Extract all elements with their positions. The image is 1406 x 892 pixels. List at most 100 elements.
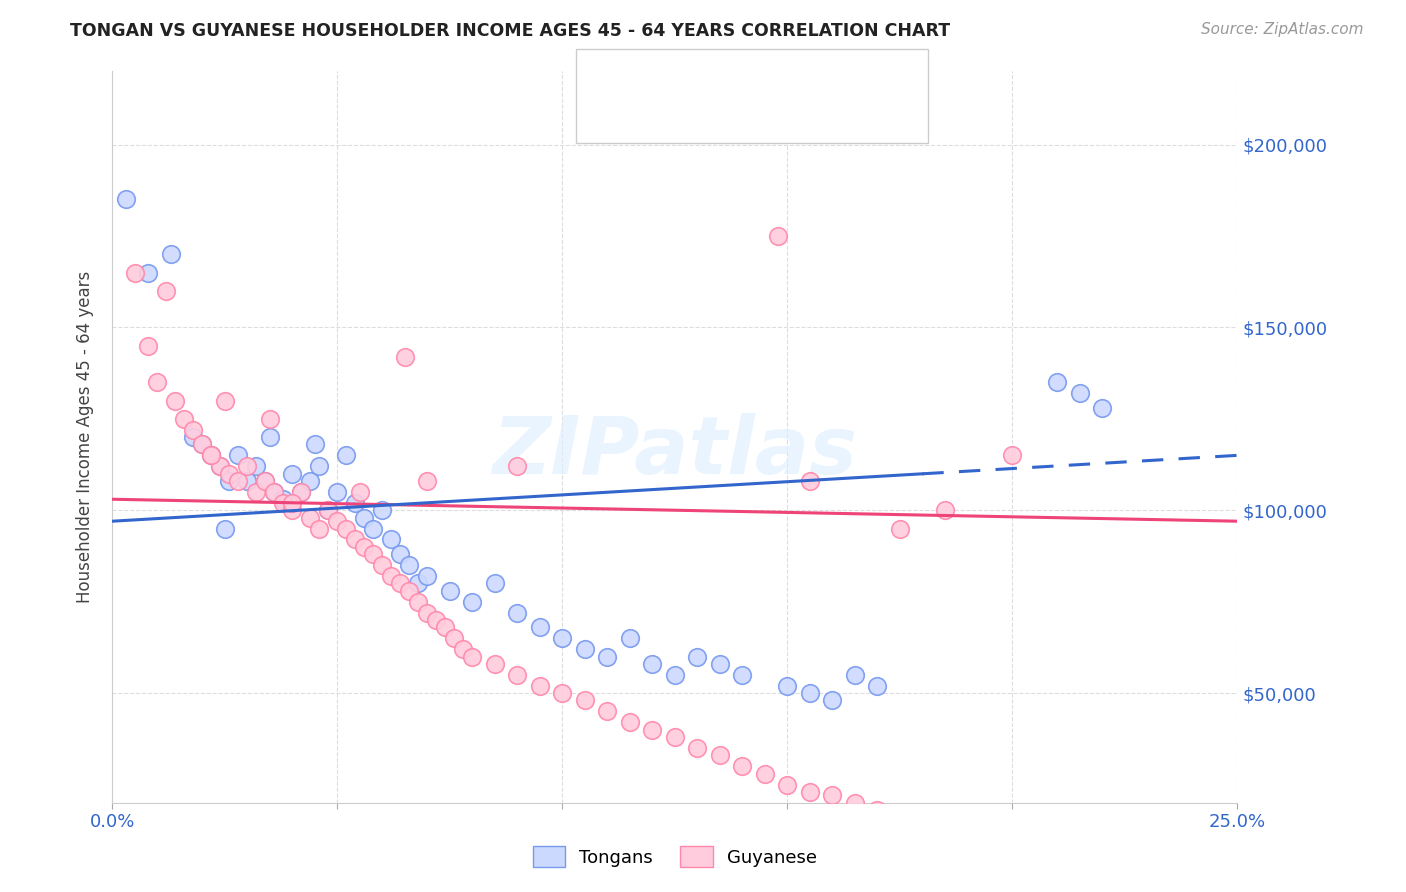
Point [228,474,250,488]
Point [619,715,641,730]
Point [245,484,267,499]
Point [394,350,416,364]
Point [1046,858,1069,872]
Text: Source: ZipAtlas.com: Source: ZipAtlas.com [1201,22,1364,37]
Point [1046,375,1069,389]
Point [434,620,457,634]
Point [506,459,529,474]
Point [799,686,821,700]
Point [408,576,430,591]
Point [443,632,465,646]
Point [1024,855,1046,869]
Point [979,847,1001,861]
Point [389,576,412,591]
Point [664,667,686,681]
Point [799,785,821,799]
Point [821,789,844,803]
Point [889,521,911,535]
Point [183,423,205,437]
Legend: Tongans, Guyanese: Tongans, Guyanese [526,839,824,874]
Point [363,521,385,535]
Point [344,496,367,510]
Point [371,503,394,517]
Point [165,393,187,408]
Point [389,547,412,561]
Point [1069,862,1091,876]
Point [263,484,285,499]
Point [138,266,160,280]
Point [866,803,889,817]
Point [228,448,250,462]
Point [254,474,277,488]
Point [308,459,330,474]
Point [596,705,619,719]
Point [124,266,146,280]
Point [259,411,281,425]
Point [1091,865,1114,880]
Text: ZIPatlas: ZIPatlas [492,413,858,491]
Point [263,484,285,499]
Text: R =: R = [643,62,688,79]
Point [551,686,574,700]
Point [416,606,439,620]
Point [641,657,664,671]
Point [453,642,475,657]
Point [709,748,731,763]
Point [214,393,236,408]
Point [506,606,529,620]
Point [254,474,277,488]
Point [619,632,641,646]
Point [273,492,295,507]
Point [439,583,461,598]
Point [299,510,322,524]
Point [290,484,312,499]
Point [934,503,956,517]
Point [731,759,754,773]
Point [664,730,686,744]
Point [281,496,304,510]
Point [821,693,844,707]
Point [353,540,375,554]
Point [160,247,183,261]
Point [574,693,596,707]
Point [209,459,232,474]
Point [484,576,506,591]
Point [200,448,222,462]
Point [218,467,240,481]
Text: R =: R = [643,103,682,121]
Point [326,484,349,499]
Point [731,667,754,681]
Point [214,521,236,535]
Point [371,558,394,573]
Point [304,437,326,451]
Point [686,649,709,664]
Point [934,832,956,847]
Point [889,814,911,828]
Text: 0.030: 0.030 [682,62,738,79]
Text: N =: N = [738,62,790,79]
Point [529,620,551,634]
Text: -0.022: -0.022 [682,103,747,121]
Point [461,649,484,664]
Point [506,667,529,681]
Text: 55: 55 [783,62,808,79]
Point [308,521,330,535]
Point [551,632,574,646]
Point [259,430,281,444]
Point [416,474,439,488]
Point [596,649,619,664]
Point [686,740,709,755]
Point [191,437,214,451]
Point [281,467,304,481]
Point [209,459,232,474]
Point [844,796,866,810]
Point [776,778,799,792]
Point [398,558,420,573]
Point [299,474,322,488]
Text: N =: N = [738,103,790,121]
Point [318,503,340,517]
Point [218,474,240,488]
Point [344,533,367,547]
Point [380,569,402,583]
Point [183,430,205,444]
